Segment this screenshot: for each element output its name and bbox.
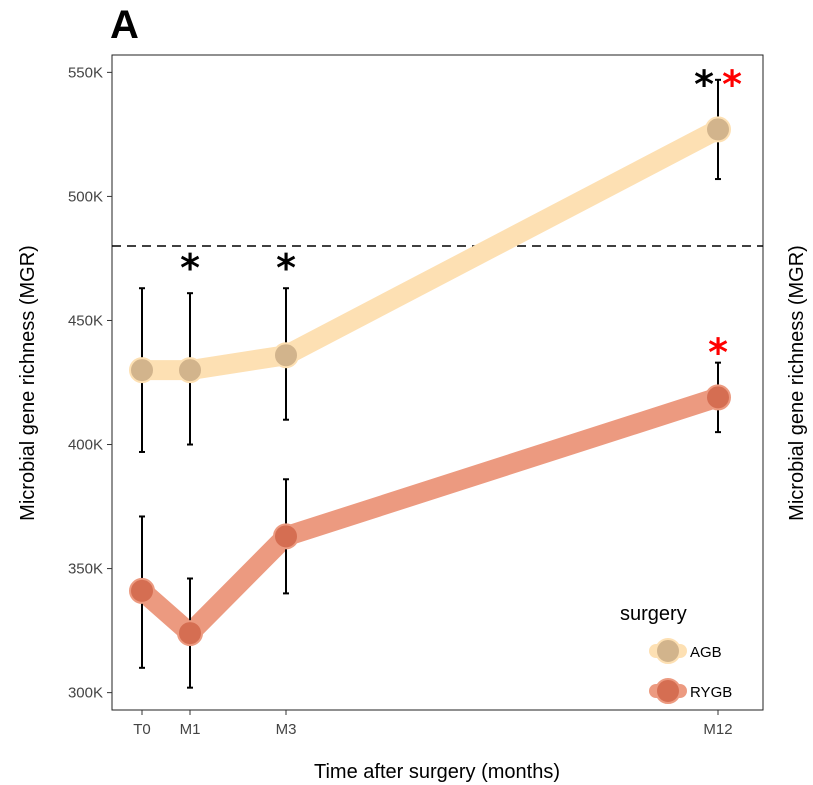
legend-swatch-point	[655, 638, 681, 664]
point-rygb	[177, 620, 203, 647]
x-axis-title: Time after surgery (months)	[314, 761, 560, 783]
legend-label: AGB	[690, 644, 722, 661]
x-tick-label: M1	[180, 721, 201, 738]
significance-star: *	[276, 246, 296, 290]
plot-frame	[111, 54, 764, 711]
point-rygb	[129, 577, 155, 604]
y-axis: 300K 350K 400K 450K 500K 550K	[68, 64, 112, 702]
point-rygb	[705, 384, 731, 411]
series-line-rygb	[132, 387, 728, 644]
x-tick-label: M3	[276, 721, 297, 738]
data-points	[129, 116, 731, 647]
point-agb	[177, 357, 203, 384]
y-tick-label: 300K	[68, 685, 103, 702]
significance-star: *	[694, 62, 714, 106]
significance-star: *	[708, 330, 728, 374]
legend-label: RYGB	[690, 684, 732, 701]
point-agb	[705, 116, 731, 143]
x-tick-label: M12	[703, 721, 732, 738]
legend: surgery AGB RYGB	[620, 603, 732, 704]
point-agb	[129, 357, 155, 384]
x-tick-label: T0	[133, 721, 151, 738]
y-tick-label: 400K	[68, 437, 103, 454]
legend-title: surgery	[620, 603, 687, 625]
legend-swatch-point	[655, 678, 681, 704]
point-rygb	[273, 523, 299, 550]
y-tick-label: 450K	[68, 312, 103, 329]
point-agb	[273, 342, 299, 369]
series-lines	[132, 119, 728, 644]
panel-label: A	[110, 3, 139, 47]
y-axis-title-right: Microbial gene richness (MGR)	[786, 245, 808, 521]
significance-stars: * ** **	[180, 62, 742, 374]
significance-star: *	[722, 62, 742, 106]
x-axis: T0 M1 M3 M12	[133, 710, 733, 738]
y-axis-title: Microbial gene richness (MGR)	[17, 245, 39, 521]
y-tick-label: 500K	[68, 188, 103, 205]
y-tick-label: 350K	[68, 561, 103, 578]
series-line-agb	[132, 119, 728, 381]
significance-star: *	[180, 246, 200, 290]
y-tick-label: 550K	[68, 64, 103, 81]
